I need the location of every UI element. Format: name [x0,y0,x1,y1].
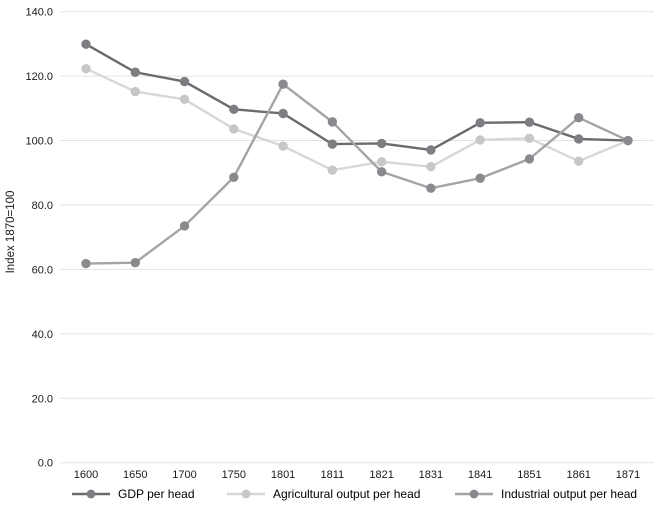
y-tick-label: 60.0 [32,264,53,276]
x-tick-label: 1861 [566,469,590,481]
data-point [179,76,190,87]
data-point [278,108,288,119]
series-agricultural-output-per-head [81,64,633,175]
series-line [84,43,630,152]
data-point [524,117,535,127]
data-point [376,167,387,177]
legend-label: Industrial output per head [501,487,637,501]
y-tick-label: 0.0 [38,458,53,470]
x-tick-label: 1750 [222,469,246,481]
x-tick-label: 1600 [74,469,98,481]
y-tick-label: 20.0 [32,393,53,405]
x-tick-label: 1841 [468,469,492,481]
series-gdp-per-head [81,39,633,155]
data-point [475,135,485,145]
data-point [327,165,338,175]
y-tick-label: 120.0 [25,71,53,83]
legend-item: Agricultural output per head [227,487,420,501]
x-tick-label: 1871 [616,469,640,481]
x-tick-label: 1801 [271,469,295,481]
data-point [574,156,584,166]
data-point [623,135,633,146]
legend-item: Industrial output per head [455,487,637,501]
data-point [426,183,436,193]
data-point [524,154,535,164]
x-tick-label: 1811 [321,469,345,481]
data-point [376,157,387,167]
data-point [278,79,288,89]
x-tick-label: 1700 [172,469,196,481]
data-point [524,133,535,143]
data-point [278,141,288,151]
data-point [229,104,239,115]
data-point [229,172,239,182]
legend-item: GDP per head [72,487,195,501]
y-tick-label: 80.0 [32,200,53,212]
data-point [327,117,338,127]
y-tick-label: 140.0 [25,7,53,19]
series-line [84,82,630,265]
data-point [475,173,485,183]
data-point [426,145,436,155]
legend-marker-icon [469,489,479,499]
legend-label: GDP per head [118,487,195,501]
x-tick-label: 1650 [123,469,147,481]
data-point [81,39,91,49]
data-point [81,64,91,74]
y-tick-label: 100.0 [25,136,53,148]
data-point [229,124,239,134]
data-point [327,139,338,149]
x-tick-label: 1851 [517,469,541,481]
data-point [574,112,584,123]
y-tick-label: 40.0 [32,329,53,341]
x-tick-label: 1821 [369,469,393,481]
data-point [130,67,140,77]
data-point [130,257,140,268]
data-point [179,94,190,105]
y-axis-title: Index 1870=100 [5,191,17,274]
data-point [475,118,485,128]
legend-marker-icon [241,489,251,499]
legend-marker-icon [86,489,96,499]
series-industrial-output-per-head [81,79,633,269]
x-tick-label: 1831 [419,469,443,481]
data-point [376,138,387,149]
data-point [574,134,584,144]
data-point [426,161,436,172]
data-point [179,221,190,231]
series-line [84,67,630,172]
data-point [130,86,140,97]
legend-label: Agricultural output per head [273,487,420,501]
data-point [81,258,91,269]
